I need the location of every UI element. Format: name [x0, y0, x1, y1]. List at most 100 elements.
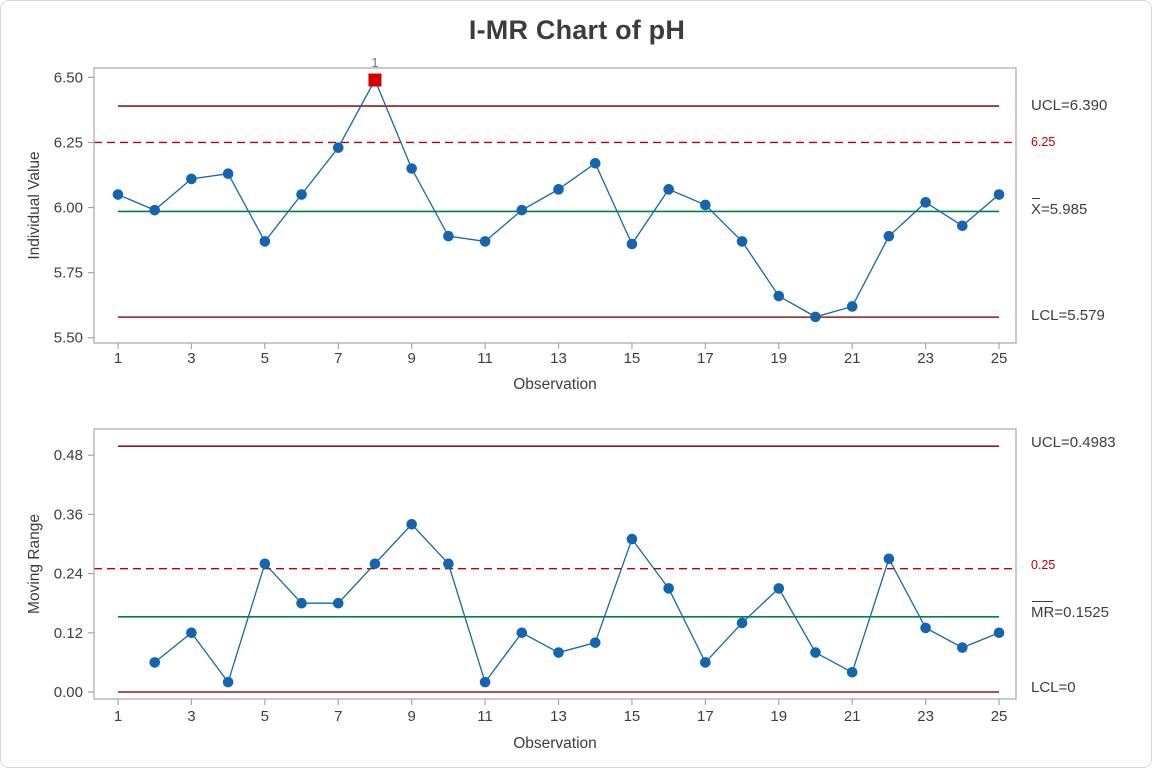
individuals-series-line: [117, 78, 1000, 318]
individuals-data-point: [479, 236, 491, 247]
individuals-x-tick-label: 11: [477, 350, 493, 367]
individuals-lcl-label: LCL=5.579: [1031, 307, 1105, 324]
individuals-y-axis-title: Individual Value: [26, 151, 43, 259]
moving_range-x-tick-label: 7: [334, 708, 342, 725]
individuals-data-point: [296, 189, 307, 200]
moving_range-y-tick-label: 0.00: [54, 684, 83, 701]
individuals-data-point: [222, 168, 234, 180]
individuals-x-tick-label: 25: [991, 350, 1008, 367]
individuals-x-tick-label: 13: [550, 350, 567, 367]
moving-range-chart: 1 3 5 7 9 11 13 15 17 19 21 23 250.480.360.240.120.0…: [26, 428, 1017, 752]
moving_range-x-tick-label: 23: [917, 708, 934, 725]
individuals-data-point: [112, 189, 124, 200]
individuals-data-point: [993, 189, 1005, 200]
individuals-data-point: [736, 236, 748, 247]
individuals-data-point: [149, 204, 161, 216]
individuals-data-point: [516, 204, 528, 216]
moving_range-x-tick-label: 5: [261, 708, 269, 725]
individuals-center-label: X=5.985: [1031, 198, 1088, 219]
moving_range-plot-frame: [93, 428, 1017, 700]
moving_range-data-point: [736, 617, 748, 629]
individuals-data-point: [332, 142, 344, 153]
xbar-symbol: X: [1031, 198, 1042, 218]
moving_range-data-point: [626, 533, 638, 545]
individuals-out-of-control-point: [368, 73, 382, 87]
individuals-y-tick-label: 5.75: [54, 265, 83, 282]
mrbar-symbol: MR: [1031, 601, 1055, 621]
moving_range-y-tick-label: 0.12: [54, 625, 83, 642]
mr-ucl-label: UCL=0.4983: [1031, 434, 1116, 451]
individuals-x-tick-label: 5: [261, 350, 269, 367]
moving_range-data-point: [516, 627, 528, 639]
individuals-data-point: [957, 220, 968, 232]
moving_range-series-line: [154, 523, 1000, 684]
moving_range-data-point: [332, 597, 344, 609]
mr-lcl-label: LCL=0: [1031, 679, 1076, 696]
individuals-data-point: [589, 157, 601, 169]
moving_range-x-tick-label: 25: [991, 708, 1008, 725]
individuals-x-tick-label: 17: [697, 350, 714, 367]
moving_range-data-point: [296, 597, 307, 609]
individuals-data-point: [810, 311, 821, 323]
moving_range-y-tick-label: 0.24: [54, 566, 83, 583]
individuals-x-tick-label: 19: [770, 350, 787, 367]
moving_range-data-point: [406, 518, 417, 530]
moving_range-x-tick-label: 11: [477, 708, 493, 725]
individuals-ucl-label: UCL=6.390: [1031, 97, 1108, 114]
moving_range-data-point: [773, 583, 785, 594]
individuals-x-tick-label: 3: [187, 350, 195, 367]
moving_range-data-point: [222, 676, 234, 688]
moving_range-data-point: [149, 657, 161, 668]
individuals-y-tick-label: 6.00: [54, 200, 83, 217]
individuals-plot-frame: [93, 67, 1017, 344]
individuals-spec-label: 6.25: [1031, 135, 1056, 149]
moving_range-data-point: [186, 627, 197, 639]
individuals-data-point: [186, 173, 197, 185]
individuals-y-tick-label: 6.25: [54, 134, 83, 151]
individuals-chart: 11 3 5 7 9 11 13 15 17 19 21 23 256.506.256.005.755.…: [26, 55, 1017, 393]
individuals-x-tick-label: 1: [114, 350, 122, 367]
moving_range-y-axis-title: Moving Range: [26, 514, 43, 614]
mrbar-value: =0.1525: [1054, 604, 1109, 621]
moving_range-x-tick-label: 15: [624, 708, 641, 725]
moving_range-data-point: [663, 583, 674, 594]
individuals-data-point: [553, 184, 564, 195]
individuals-y-tick-label: 6.50: [54, 69, 83, 86]
moving_range-data-point: [957, 642, 968, 653]
moving_range-data-point: [553, 647, 564, 658]
moving_range-data-point: [369, 558, 381, 570]
moving_range-x-tick-label: 19: [770, 708, 787, 725]
moving_range-x-tick-label: 21: [844, 708, 861, 725]
mr-spec-label: 0.25: [1031, 558, 1056, 572]
individuals-x-tick-label: 7: [334, 350, 342, 367]
moving_range-x-axis-title: Observation: [513, 735, 597, 752]
individuals-data-point: [663, 184, 674, 195]
moving_range-x-tick-label: 3: [187, 708, 195, 725]
individuals-data-point: [700, 199, 711, 211]
moving_range-data-point: [700, 657, 711, 668]
individuals-data-point: [920, 197, 931, 208]
moving_range-y-tick-label: 0.36: [54, 506, 83, 523]
moving_range-data-point: [846, 666, 858, 678]
moving_range-data-point: [920, 622, 931, 634]
moving_range-data-point: [589, 637, 601, 648]
individuals-data-point: [883, 230, 895, 242]
individuals-x-tick-label: 9: [408, 350, 416, 367]
individuals-x-tick-label: 23: [917, 350, 934, 367]
moving_range-x-tick-label: 9: [408, 708, 416, 725]
moving_range-x-tick-label: 1: [114, 708, 122, 725]
xbar-value: =5.985: [1041, 201, 1088, 218]
individuals-y-tick-label: 5.50: [54, 330, 83, 347]
individuals-data-point: [773, 290, 785, 302]
individuals-data-point: [846, 301, 858, 312]
mr-center-label: MR=0.1525: [1031, 601, 1109, 622]
individuals-data-point: [443, 230, 454, 242]
moving_range-data-point: [259, 558, 271, 570]
chart-title: I-MR Chart of pH: [468, 15, 686, 45]
moving_range-x-tick-label: 13: [550, 708, 567, 725]
individuals-x-tick-label: 21: [844, 350, 861, 367]
moving_range-y-tick-label: 0.48: [54, 447, 83, 464]
individuals-data-point: [626, 238, 638, 250]
moving_range-data-point: [810, 647, 821, 658]
